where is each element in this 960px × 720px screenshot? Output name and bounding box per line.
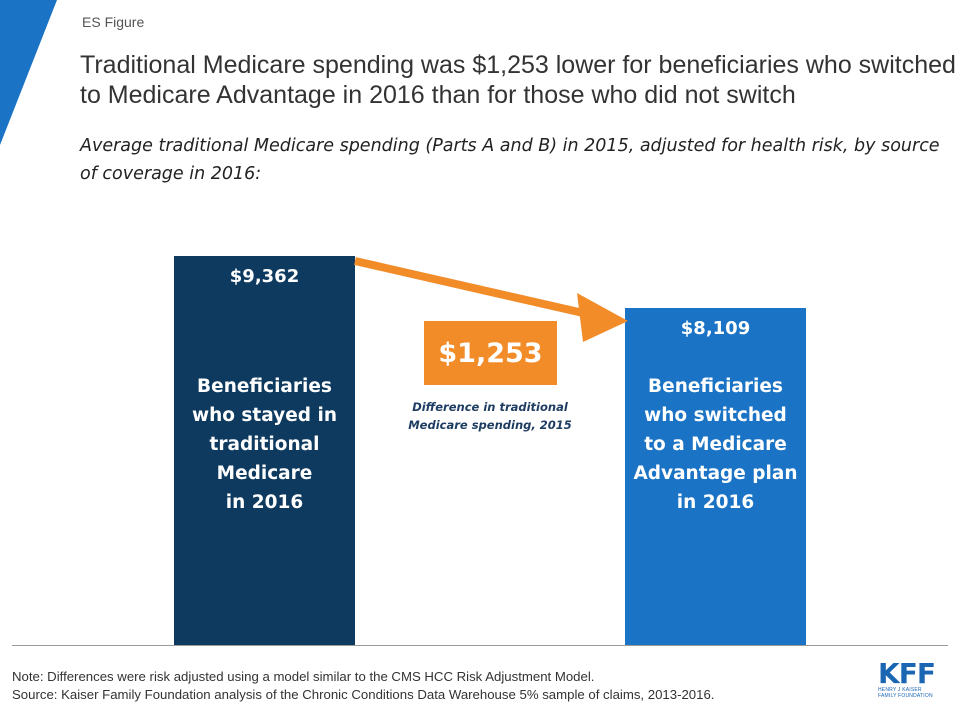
chart-baseline [12,645,948,646]
chart-subtitle: Average traditional Medicare spending (P… [80,136,940,184]
corner-accent-shape [0,0,57,145]
figure-label: ES Figure [82,14,145,30]
bar-2: $8,109 Beneficiaries who switched to a Me… [625,308,806,645]
difference-value: $1,253 [424,321,557,385]
logo-line-2: FAMILY FOUNDATION [878,693,933,699]
bar-value-label: $9,362 [229,266,300,287]
bar-category-label: Beneficiaries who switched to a Medicare… [633,376,798,513]
logo-mark: KFF [878,657,936,690]
bar-1: $9,362 Beneficiaries who stayed in tradit… [174,256,355,645]
difference-caption: Difference in traditional Medicare spend… [408,400,572,432]
bar-category-label: Beneficiaries who stayed in traditional … [192,376,337,513]
source-text: Source: Kaiser Family Foundation analysi… [12,687,715,702]
page-title: Traditional Medicare spending was $1,253… [80,51,956,109]
logo-line-1: HENRY J KAISER [878,687,922,693]
note-text: Note: Differences were risk adjusted usi… [12,669,595,684]
footnote: Note: Differences were risk adjusted usi… [12,668,714,704]
bar-value-label: $8,109 [680,318,751,339]
kff-logo: KFF HENRY J KAISER FAMILY FOUNDATION [878,657,946,700]
